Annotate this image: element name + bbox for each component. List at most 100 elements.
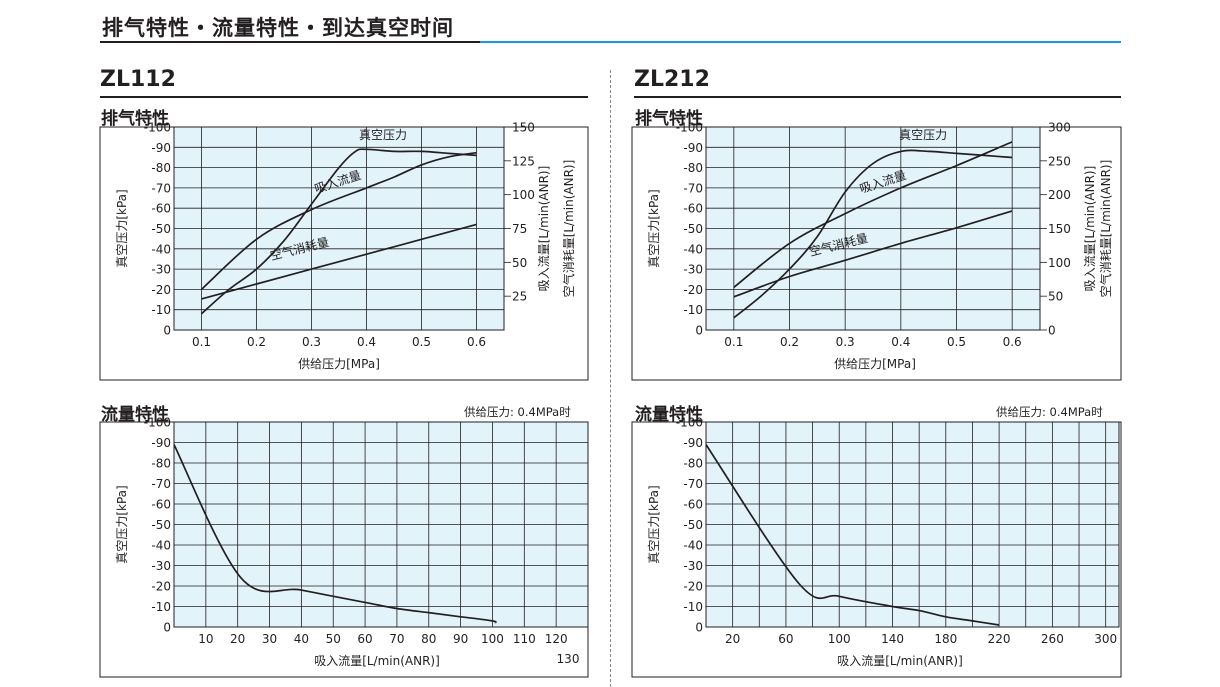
y-tick-label: -60 (683, 498, 703, 512)
y-tick-label: -70 (151, 181, 171, 195)
flow-note-zl112: 供给压力: 0.4MPa时 (464, 405, 571, 419)
chart-3: 0 -10 -20 -30 -40 -50 -60 -70 -80 -90 -100 0.1 0.2 0.… (631, 121, 1122, 381)
x-axis-label: 供给压力[MPa] (298, 357, 380, 371)
x-tick-label: 300 (1094, 632, 1117, 646)
curve-label: 真空压力 (359, 128, 407, 142)
title-rule-accent (480, 41, 1121, 43)
y-tick-label: -50 (151, 518, 171, 532)
model-name-zl212: ZL212 (634, 67, 710, 92)
y2-axis-label-consumption: 空气消耗量[L/min(ANR)] (561, 160, 576, 298)
x-tick-label: 50 (326, 632, 341, 646)
x-tick-label: 10 (198, 632, 213, 646)
x-tick-label: 0.6 (1003, 335, 1022, 349)
y-tick-label: -70 (151, 477, 171, 491)
x-tick-label: 220 (988, 632, 1011, 646)
x-tick-label: 0.2 (247, 335, 266, 349)
y-tick-label: -100 (676, 121, 703, 135)
model-rule-zl212 (634, 96, 1121, 98)
y-tick-label: 0 (695, 621, 703, 635)
y-tick-label: -10 (151, 600, 171, 614)
x-tick-label: 80 (421, 632, 436, 646)
x-tick-label: 100 (828, 632, 851, 646)
y-tick-label: -80 (151, 161, 171, 175)
y2-tick-label: 0 (1048, 324, 1056, 338)
y2-axis-label-suction: 吸入流量[L/min(ANR)] (537, 166, 551, 292)
x-tick-label: 0.2 (780, 335, 799, 349)
model-rule-zl112 (100, 96, 588, 98)
y-tick-label: -80 (683, 457, 703, 471)
x-tick-label: 260 (1041, 632, 1064, 646)
y2-tick-label: 25 (512, 290, 527, 304)
y-tick-label: -60 (151, 498, 171, 512)
y-tick-label: -30 (151, 559, 171, 573)
title-rule (100, 41, 480, 43)
series-line (733, 141, 1013, 289)
y-tick-label: -100 (676, 416, 703, 430)
y-tick-label: -70 (683, 181, 703, 195)
y-tick-label: 0 (163, 324, 171, 338)
x-tick-label: 0.4 (357, 335, 376, 349)
x-tick-label: 0.5 (947, 335, 966, 349)
y2-tick-label: 100 (1048, 256, 1071, 270)
x-tick-label: 30 (262, 632, 277, 646)
y-tick-label: -90 (683, 141, 703, 155)
y2-tick-label: 150 (512, 121, 535, 135)
x-tick-label: 100 (481, 632, 504, 646)
x-tick-label: 20 (230, 632, 245, 646)
y-tick-label: -40 (683, 242, 703, 256)
x-tick-label: 110 (513, 632, 536, 646)
x-tick-label: 0.6 (467, 335, 486, 349)
x-tick-label: 0.1 (192, 335, 211, 349)
y-tick-label: -30 (151, 263, 171, 277)
y2-axis-label-suction: 吸入流量[L/min(ANR)] (1083, 166, 1097, 292)
exhaust-title-zl212: 排气特性 (635, 109, 703, 129)
y-tick-label: -80 (151, 457, 171, 471)
x-tick-label: 60 (357, 632, 372, 646)
y-tick-label: -90 (151, 141, 171, 155)
y-tick-label: -30 (683, 263, 703, 277)
y2-tick-label: 75 (512, 222, 527, 236)
chart-1: 0 -10 -20 -30 -40 -50 -60 -70 -80 -90 -100 0.1 0.2 0.… (99, 121, 589, 381)
y-axis-label: 真空压力[kPa] (115, 189, 129, 267)
y2-tick-label: 50 (512, 256, 527, 270)
y-tick-label: -100 (144, 121, 171, 135)
y-tick-label: 0 (163, 621, 171, 635)
y-axis-label: 真空压力[kPa] (115, 485, 129, 563)
y-tick-label: -50 (683, 222, 703, 236)
flow-title-zl212: 流量特性 (635, 405, 703, 425)
y2-tick-label: 250 (1048, 154, 1071, 168)
x-tick-label: 0.3 (836, 335, 855, 349)
y2-tick-label: 100 (512, 188, 535, 202)
curve-label: 真空压力 (899, 128, 947, 142)
chart-4: 0 -10 -20 -30 -40 -50 -60 -70 -80 -90 -100 20 60 100 1… (631, 416, 1122, 678)
y-tick-label: -10 (151, 303, 171, 317)
series-line (733, 149, 1013, 319)
x-tick-label: 70 (389, 632, 404, 646)
series-line (200, 151, 477, 291)
y-tick-label: -40 (151, 242, 171, 256)
y-tick-label: -20 (683, 580, 703, 594)
y2-tick-label: 125 (512, 154, 535, 168)
y-axis-label: 真空压力[kPa] (647, 485, 661, 563)
y2-tick-label: 200 (1048, 188, 1071, 202)
y-tick-label: -20 (151, 283, 171, 297)
chart-2: 0 -10 -20 -30 -40 -50 -60 -70 -80 -90 -100 10 20 30 40… (99, 416, 589, 678)
x-tick-label-extra: 130 (557, 652, 580, 666)
y-tick-label: -40 (151, 539, 171, 553)
series-line (173, 444, 497, 624)
y-tick-label: -20 (151, 580, 171, 594)
flow-title-zl112: 流量特性 (101, 405, 169, 425)
x-tick-label: 0.3 (302, 335, 321, 349)
x-tick-label: 20 (725, 632, 740, 646)
exhaust-title-zl112: 排气特性 (101, 109, 169, 129)
model-name-zl112: ZL112 (100, 67, 176, 92)
y-tick-label: -10 (683, 600, 703, 614)
x-tick-label: 60 (778, 632, 793, 646)
y-tick-label: -90 (683, 436, 703, 450)
x-tick-label: 40 (294, 632, 309, 646)
y-tick-label: -100 (144, 416, 171, 430)
y-tick-label: -80 (683, 161, 703, 175)
x-tick-label: 0.4 (891, 335, 910, 349)
x-tick-label: 180 (934, 632, 957, 646)
series-line (705, 444, 1000, 626)
